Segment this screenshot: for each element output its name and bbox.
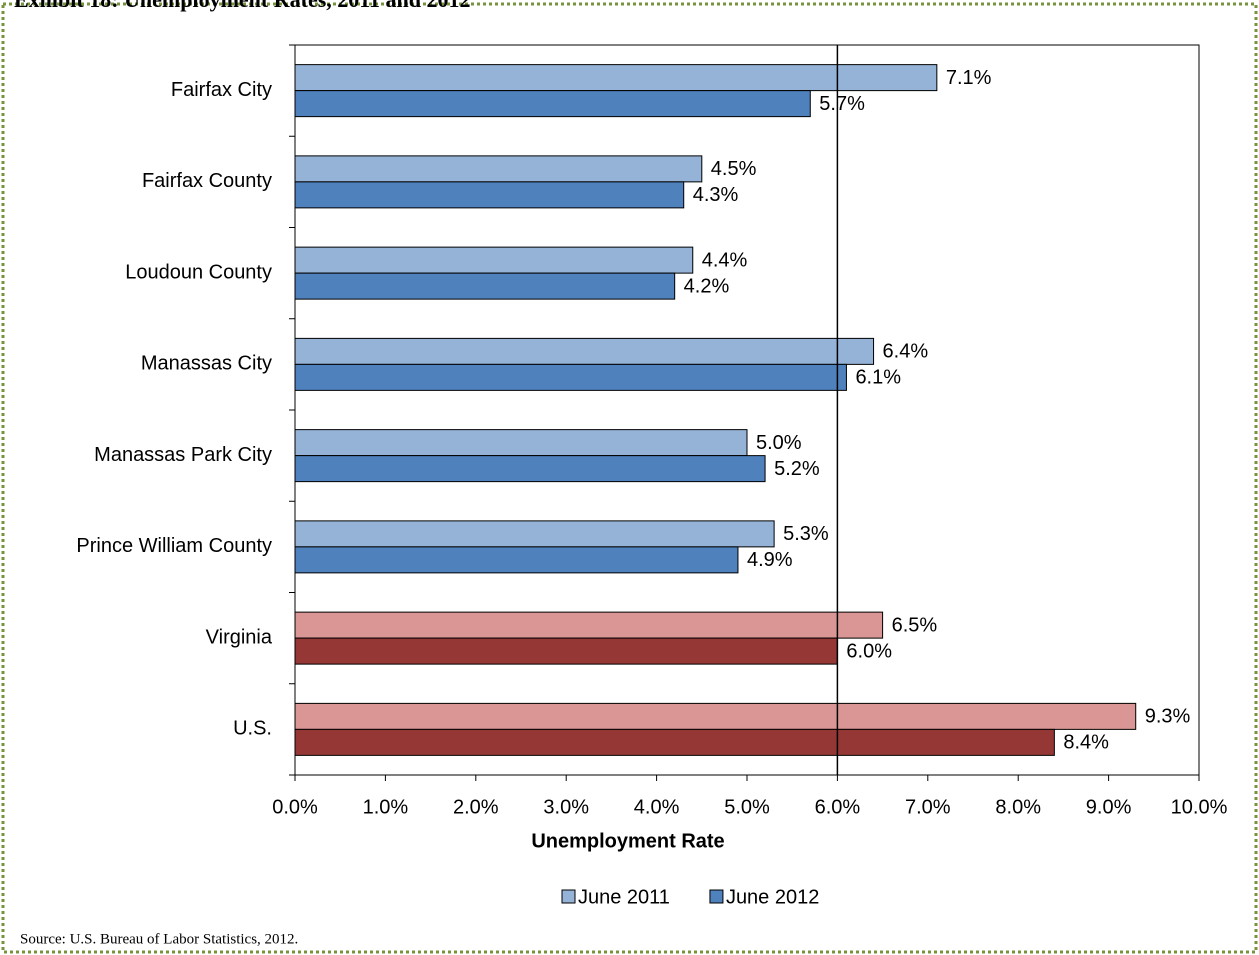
value-label: 7.1% [946,67,992,89]
bar [294,181,685,209]
bar [294,702,1137,730]
legend-label: June 2011 [578,886,670,908]
value-label: 4.4% [702,249,748,271]
y-tick-label: Fairfax City [171,79,272,101]
legend-swatch [709,889,724,904]
y-tick-label: Manassas City [141,353,272,375]
x-tick-label: 8.0% [995,796,1041,818]
x-tick-label: 2.0% [453,796,499,818]
value-label: 5.2% [774,458,820,480]
x-tick-label: 5.0% [724,796,770,818]
bar [294,90,811,118]
bar [294,272,676,300]
bar [294,363,847,391]
x-tick-label: 4.0% [634,796,680,818]
bar [294,728,1055,756]
x-tick-label: 7.0% [905,796,951,818]
x-tick-label: 3.0% [543,796,589,818]
y-tick-label: Fairfax County [142,170,272,192]
value-label: 6.0% [846,640,892,662]
bar [294,455,766,483]
value-label: 5.3% [783,523,829,545]
value-label: 8.4% [1063,732,1109,754]
plot-area [294,44,1200,776]
bar [294,520,775,548]
y-tick-label: Manassas Park City [94,444,272,466]
y-tick-label: Loudoun County [125,261,272,283]
x-tick-label: 10.0% [1171,796,1228,818]
bar [294,246,694,274]
source: Source: U.S. Bureau of Labor Statistics,… [20,931,298,947]
value-label: 9.3% [1145,706,1191,728]
bar [294,337,875,365]
value-label: 4.9% [747,549,793,571]
value-label: 6.5% [892,614,938,636]
x-tick-label: 9.0% [1086,796,1132,818]
value-label: 6.4% [883,341,929,363]
bar [294,64,938,92]
value-label: 5.7% [819,93,865,115]
chart-title: Exhibit 18: Unemployment Rates, 2011 and… [14,0,471,12]
value-label: 4.3% [693,184,739,206]
value-label: 6.1% [855,367,901,389]
bar [294,546,739,574]
x-tick-label: 0.0% [272,796,318,818]
bar [294,155,703,183]
y-tick-label: Virginia [206,626,273,648]
value-label: 4.5% [711,158,757,180]
bar [294,637,838,665]
bar [294,611,884,639]
x-axis-title: Unemployment Rate [531,830,724,852]
x-tick-label: 1.0% [363,796,409,818]
x-tick-label: 6.0% [815,796,861,818]
value-label: 4.2% [684,275,730,297]
legend-swatch [561,889,576,904]
y-tick-label: U.S. [233,718,272,740]
bar [294,429,748,457]
value-label: 5.0% [756,432,802,454]
legend-label: June 2012 [726,886,819,908]
y-tick-label: Prince William County [76,535,272,557]
